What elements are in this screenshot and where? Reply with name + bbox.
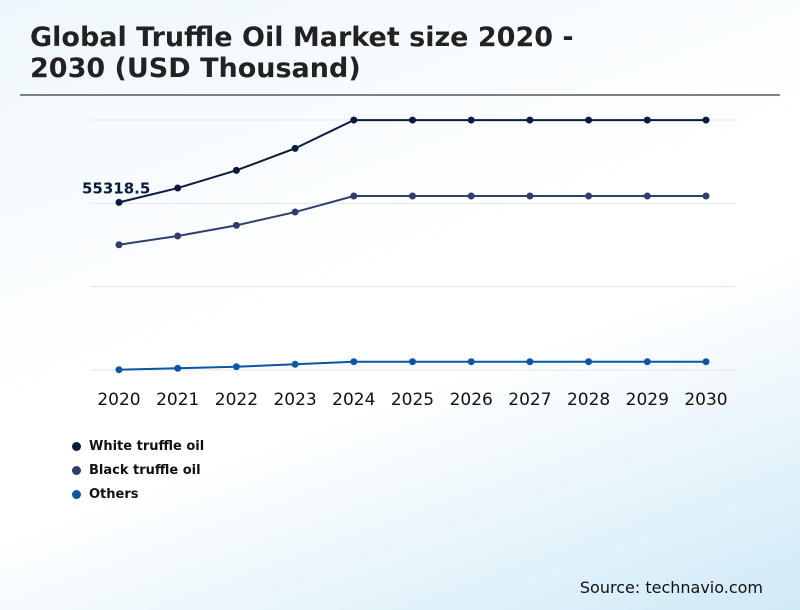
x-tick-label: 2020 [97, 390, 140, 410]
series-line-white-truffle-oil [118, 119, 706, 204]
data-point [409, 358, 416, 366]
data-point [467, 192, 475, 200]
data-point [291, 208, 299, 216]
data-point [643, 358, 651, 366]
data-point [409, 192, 416, 200]
data-point [115, 366, 123, 374]
legend-label: Black truffle oil [89, 462, 201, 478]
data-point [467, 358, 475, 366]
data-point [526, 116, 534, 124]
data-point [643, 116, 651, 124]
legend-item: Others [72, 482, 204, 506]
data-label: 55318.5 [82, 179, 150, 197]
data-point [702, 192, 710, 200]
data-point [291, 360, 299, 368]
data-point [174, 364, 182, 372]
x-tick-label: 2022 [215, 390, 258, 410]
data-point [174, 184, 182, 192]
legend-marker-icon [72, 489, 81, 499]
legend-marker-icon [72, 465, 81, 475]
x-tick-label: 2023 [273, 390, 316, 410]
x-tick-label: 2028 [567, 390, 610, 410]
x-tick-label: 2024 [332, 390, 375, 410]
title-divider [20, 94, 780, 96]
data-point [585, 192, 593, 200]
x-tick-label: 2030 [684, 390, 727, 410]
x-tick-label: 2029 [626, 390, 669, 410]
data-point [350, 358, 358, 366]
data-point [467, 116, 475, 124]
legend-label: White truffle oil [89, 438, 205, 454]
legend-item: Black truffle oil [72, 458, 204, 482]
legend-item: White truffle oil [72, 434, 204, 458]
data-point [291, 144, 299, 152]
x-tick-label: 2027 [508, 390, 551, 410]
legend-label: Others [89, 486, 139, 502]
data-point [409, 116, 416, 124]
legend-marker-icon [72, 441, 81, 451]
data-point [702, 358, 710, 366]
data-point [350, 192, 358, 200]
data-point [232, 166, 240, 174]
data-point [232, 221, 240, 229]
x-tick-label: 2026 [450, 390, 493, 410]
data-point [115, 198, 123, 206]
data-point [585, 358, 593, 366]
data-point [585, 116, 593, 124]
data-point [232, 363, 240, 371]
legend: White truffle oil Black truffle oil Others [72, 434, 204, 506]
data-point [115, 241, 123, 249]
data-point [702, 116, 710, 124]
data-point [526, 358, 534, 366]
x-tick-label: 2021 [156, 390, 199, 410]
data-point [350, 116, 358, 124]
x-tick-label: 2025 [391, 390, 434, 410]
data-point [643, 192, 651, 200]
chart-title: Global Truffle Oil Market size 2020 - 20… [30, 22, 574, 84]
data-point [174, 232, 182, 240]
data-point [526, 192, 534, 200]
source-label: Source: technavio.com [579, 578, 763, 597]
